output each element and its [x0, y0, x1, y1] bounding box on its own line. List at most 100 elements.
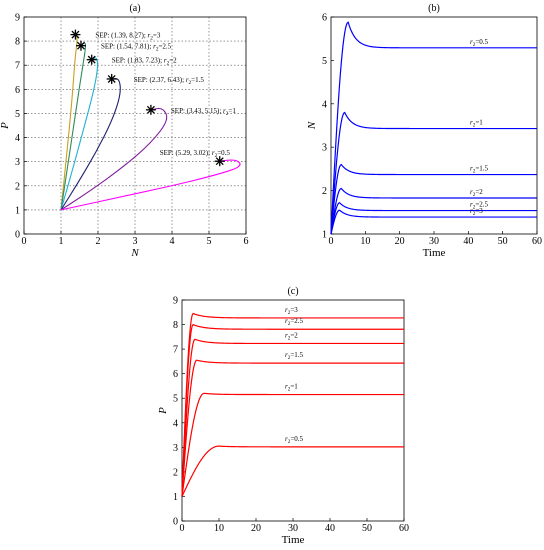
- x-axis-label: N: [130, 247, 139, 259]
- series-line-r2=1.5: [330, 163, 537, 235]
- x-axis-label: Time: [423, 247, 446, 259]
- x-tick-label: 40: [325, 523, 335, 534]
- equilibrium-star-marker: [87, 55, 96, 64]
- y-tick-label: 0: [173, 517, 178, 528]
- panel-c-P-time: (c) 0 10 20 30 40 50 60 0 1 2 3 4 5 6 7 8 9 Time Pr2=3r2=2.…: [157, 286, 409, 546]
- series-line-r2=0.5: [181, 445, 404, 497]
- x-tick-label: 6: [244, 236, 249, 247]
- plot-frame: [330, 16, 538, 235]
- y-tick-label: 1: [173, 492, 178, 503]
- trajectory-r2=1: [60, 107, 168, 211]
- y-tick-label: 9: [173, 296, 178, 307]
- y-tick-label: 3: [322, 143, 327, 154]
- x-tick-label: 1: [59, 236, 64, 247]
- y-axis-label: N: [306, 121, 318, 130]
- y-tick-label: 2: [322, 186, 327, 197]
- y-tick-label: 0: [15, 230, 20, 241]
- trajectory-r2=3: [60, 33, 78, 210]
- y-tick-label: 2: [15, 181, 20, 192]
- series-label: r2=2.5: [470, 201, 489, 211]
- series-line-r2=2: [330, 187, 537, 235]
- trajectory-r2=2.5: [60, 42, 87, 210]
- series-line-r2=0.5: [330, 21, 537, 235]
- series-line-r2=2: [181, 338, 404, 497]
- y-tick-label: 6: [322, 13, 327, 24]
- series-label: r2=1.5: [285, 351, 304, 361]
- series-label: r2=1.5: [470, 165, 489, 175]
- equilibrium-star-marker: [71, 30, 80, 39]
- y-tick-label: 4: [173, 418, 178, 429]
- y-tick-label: 3: [173, 443, 178, 454]
- series-line-r2=3: [330, 209, 537, 235]
- sep-annotation: SEP: (2.37, 6.43); r2=1.5: [134, 76, 205, 86]
- y-tick-label: 4: [322, 99, 327, 110]
- y-tick-label: 5: [322, 56, 327, 67]
- y-tick-label: 5: [15, 109, 20, 120]
- x-tick-label: 60: [532, 236, 542, 247]
- equilibrium-star-marker: [76, 41, 85, 50]
- sep-annotation: SEP: (1.54, 7.81); r2=2.5: [101, 43, 172, 53]
- trajectory-r2=0.5: [60, 159, 241, 211]
- sep-annotation: SEP: (1.83, 7.23); r2=2: [112, 57, 177, 67]
- equilibrium-star-marker: [215, 157, 224, 166]
- x-tick-label: 0: [329, 236, 334, 247]
- sep-annotation: SEP: (3.43, 5.15); r2=1: [171, 107, 236, 117]
- x-tick-label: 0: [22, 236, 27, 247]
- series-label: r2=2: [470, 188, 483, 198]
- series-line-r2=2.5: [181, 323, 404, 497]
- equilibrium-star-marker: [146, 105, 155, 114]
- series-label: r2=1: [285, 383, 298, 393]
- series-label: r2=2.5: [285, 317, 304, 327]
- series-label: r2=1: [470, 119, 483, 129]
- sep-annotation: SEP: (1.39, 8.27); r2=3: [95, 32, 160, 42]
- y-axis-label: P: [0, 122, 11, 130]
- x-tick-label: 4: [170, 236, 175, 247]
- y-axis-label: P: [157, 407, 169, 415]
- y-tick-label: 4: [15, 133, 20, 144]
- y-tick-label: 2: [173, 467, 178, 478]
- x-tick-label: 2: [96, 236, 101, 247]
- series-line-r2=1: [330, 111, 537, 235]
- panel-title: (a): [129, 3, 140, 14]
- series-line-r2=1: [181, 392, 404, 497]
- y-tick-label: 8: [173, 320, 178, 331]
- x-tick-label: 50: [362, 523, 372, 534]
- y-tick-label: 5: [173, 394, 178, 405]
- y-tick-label: 6: [173, 369, 178, 380]
- x-tick-label: 20: [251, 523, 261, 534]
- panel-title: (c): [287, 286, 298, 297]
- y-tick-label: 7: [15, 61, 20, 72]
- series-label: r2=3: [470, 207, 483, 217]
- panel-b-N-time: (b) 0 10 20 30 40 50 60 1 2 3 4 5 6 Time Nr2=0.5 r2=1 r2=…: [306, 3, 542, 259]
- x-axis-label: Time: [282, 534, 305, 546]
- panel-a-phase-plane: (a) 0 1 2 3 4 5 6 0 1 2 3 4 5 6 7 8 9 N P SEP: (1.39, 8.27);…: [0, 3, 249, 259]
- x-tick-label: 60: [399, 523, 409, 534]
- series-line-r2=3: [181, 312, 404, 497]
- equilibrium-star-marker: [107, 74, 116, 83]
- x-tick-label: 0: [180, 523, 185, 534]
- y-tick-label: 1: [322, 230, 327, 241]
- series-line-r2=1.5: [181, 359, 404, 497]
- x-tick-label: 20: [395, 236, 405, 247]
- x-tick-label: 10: [360, 236, 370, 247]
- series-label: r2=2: [285, 331, 298, 341]
- x-tick-label: 30: [429, 236, 439, 247]
- x-tick-label: 30: [288, 523, 298, 534]
- trajectory-r2=2: [60, 57, 99, 211]
- x-tick-label: 3: [133, 236, 138, 247]
- y-tick-label: 8: [15, 37, 20, 48]
- series-line-r2=2.5: [330, 202, 537, 235]
- y-tick-label: 7: [173, 345, 178, 356]
- panel-title: (b): [428, 3, 440, 14]
- series-label: r2=0.5: [285, 435, 304, 445]
- series-label: r2=3: [285, 306, 298, 316]
- x-tick-label: 5: [207, 236, 212, 247]
- y-tick-label: 9: [15, 13, 20, 24]
- x-tick-label: 10: [214, 523, 224, 534]
- y-tick-label: 3: [15, 157, 20, 168]
- x-tick-label: 40: [463, 236, 473, 247]
- trajectory-r2=1.5: [60, 78, 121, 211]
- sep-annotation: SEP: (5.29, 3.02); r2=0.5: [160, 149, 231, 159]
- y-tick-label: 6: [15, 85, 20, 96]
